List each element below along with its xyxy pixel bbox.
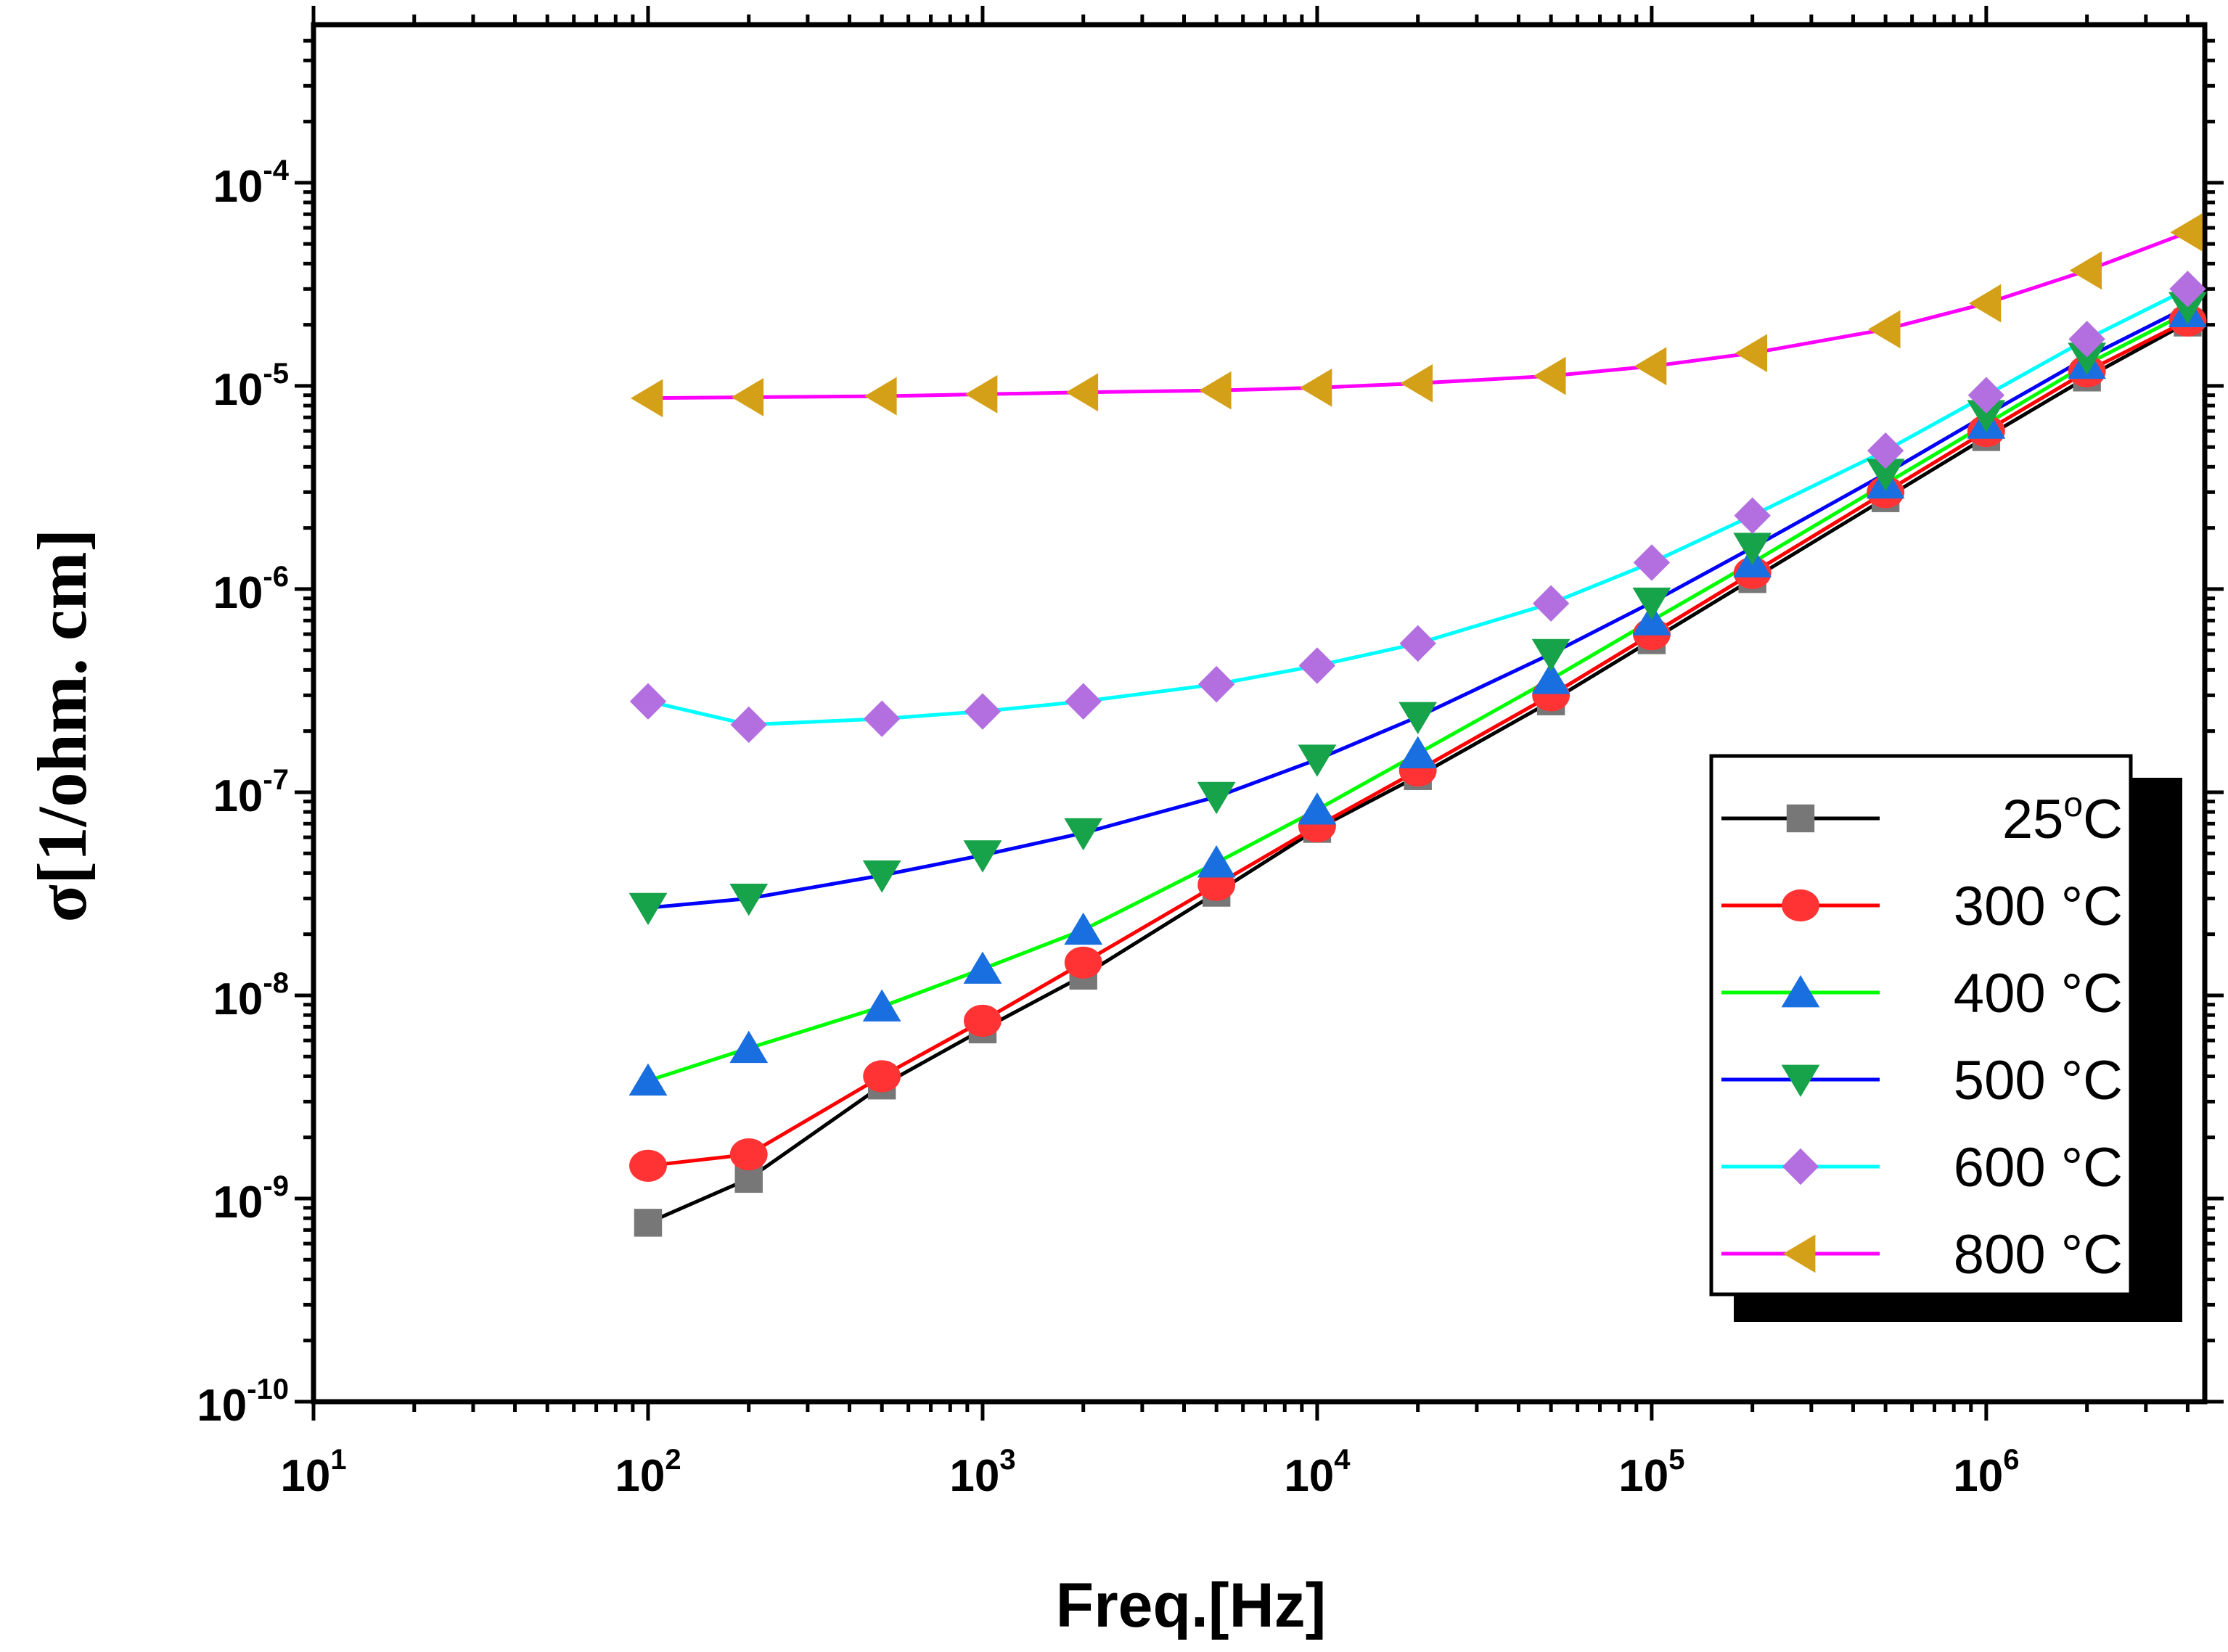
x-tick-label: 104 [1284, 1444, 1351, 1501]
data-point [729, 883, 769, 916]
data-point [2169, 271, 2206, 308]
legend-marker [1786, 804, 1815, 833]
data-point [864, 377, 897, 416]
data-point [963, 840, 1002, 873]
data-point [1968, 284, 2002, 323]
data-point [1634, 347, 1667, 386]
legend-label: 800 °C [1954, 1224, 2123, 1286]
data-point [862, 860, 901, 893]
data-point [1064, 912, 1103, 945]
data-point [629, 683, 667, 720]
data-point [964, 374, 998, 414]
legend-marker [1782, 1148, 1819, 1185]
legend-marker [1781, 975, 1820, 1008]
data-point [1197, 665, 1235, 703]
data-point [1967, 400, 2006, 432]
data-point [2068, 342, 2107, 375]
y-tick-label: 10-5 [213, 358, 289, 415]
legend-box [1709, 754, 2133, 1296]
data-point [628, 1063, 668, 1096]
data-point [1065, 683, 1102, 720]
data-point [863, 1060, 901, 1093]
legend: 25oC 300 °C 400 °C 500 °C 600 °C 800 °C [1709, 754, 2182, 1322]
data-point [634, 1209, 663, 1237]
data-point [1299, 368, 1332, 407]
x-tick-labels: 101 102 103 104 105 106 [280, 1444, 2019, 1501]
data-point [1065, 373, 1099, 412]
data-point [1298, 647, 1336, 684]
data-point [630, 379, 663, 418]
x-tick-label: 102 [615, 1444, 681, 1501]
legend-marker [1782, 889, 1819, 922]
data-point [729, 1138, 768, 1171]
y-tick-label: 10-10 [197, 1373, 289, 1431]
legend-label: 600 °C [1954, 1137, 2123, 1199]
data-point [1064, 946, 1102, 979]
data-point [629, 1149, 667, 1182]
x-tick-label: 101 [280, 1444, 346, 1501]
data-point [1531, 638, 1570, 672]
x-axis-title: Freq.[Hz] [1056, 1571, 1327, 1640]
data-point [1199, 371, 1232, 410]
data-point [1400, 363, 1433, 403]
data-point [862, 989, 901, 1022]
data-point [729, 1030, 769, 1064]
data-point [1533, 356, 1566, 395]
legend-marker [1781, 1064, 1820, 1097]
data-point [2170, 213, 2203, 252]
legend-label: 300 °C [1954, 876, 2123, 937]
data-point [1967, 377, 2005, 414]
y-tick-label: 10-7 [213, 764, 289, 821]
data-point [1532, 585, 1570, 622]
data-point [964, 693, 1002, 730]
legend-marker [1783, 1234, 1816, 1273]
data-point [1064, 818, 1103, 851]
minor-ticks [303, 15, 2215, 1412]
y-tick-label: 10-4 [213, 155, 289, 212]
legend-label: 400 °C [1954, 963, 2123, 1024]
x-tick-label: 103 [949, 1444, 1015, 1501]
data-point [1298, 744, 1337, 777]
data-point [1398, 736, 1438, 769]
data-point [730, 706, 767, 744]
y-tick-label: 10-6 [213, 561, 289, 618]
legend-label: 25oC [2002, 786, 2123, 850]
y-tick-label: 10-8 [213, 967, 289, 1024]
data-point [1632, 587, 1671, 620]
data-point [1735, 334, 1768, 373]
y-tick-labels: 10-10 10-9 10-8 10-7 10-6 10-5 10-4 [197, 155, 290, 1431]
data-point [1531, 662, 1570, 694]
data-point [1733, 533, 1772, 565]
data-point [2168, 292, 2207, 324]
data-point [2069, 251, 2102, 290]
data-point [1298, 792, 1337, 825]
data-point [1734, 497, 1771, 534]
data-point [628, 892, 668, 926]
data-point [2068, 321, 2105, 358]
data-point [1868, 310, 1901, 349]
x-tick-label: 105 [1618, 1444, 1684, 1501]
data-point [1197, 845, 1236, 878]
data-point [1867, 432, 1904, 469]
data-point [1398, 702, 1438, 735]
data-point [1399, 625, 1436, 662]
series-markers [628, 213, 2207, 1237]
x-tick-label: 106 [1953, 1444, 2019, 1501]
data-point [1197, 781, 1236, 815]
y-axis-title: σ[1/ohm. cm] [23, 529, 101, 923]
y-tick-label: 10-9 [213, 1170, 289, 1228]
major-ticks [295, 6, 2224, 1421]
data-point [963, 951, 1002, 984]
legend-label: 500 °C [1954, 1050, 2123, 1111]
data-point [731, 378, 764, 416]
data-point [863, 700, 901, 737]
data-point [964, 1004, 1002, 1037]
data-point [1633, 544, 1671, 581]
data-point [1866, 459, 1905, 491]
